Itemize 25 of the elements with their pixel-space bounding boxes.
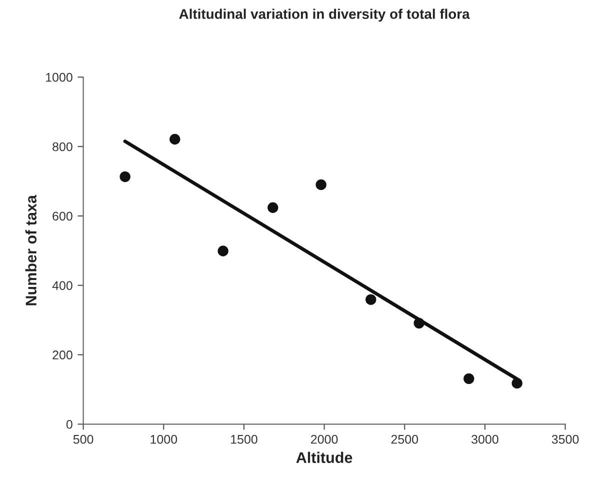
point xyxy=(170,134,180,145)
point xyxy=(414,318,424,329)
point xyxy=(366,294,376,305)
y-tick-label: 0 xyxy=(66,420,72,429)
x-tick-label: 3500 xyxy=(552,434,579,444)
x-tick-label: 500 xyxy=(73,434,94,444)
x-tick-label: 1500 xyxy=(231,434,258,444)
chart-title: Altitudinal variation in diversity of total flora xyxy=(179,8,470,22)
y-tick-label: 1000 xyxy=(46,72,72,82)
y-tick-label: 600 xyxy=(52,212,72,221)
point xyxy=(316,179,326,190)
point xyxy=(268,202,278,213)
point xyxy=(512,378,522,389)
x-tick-label: 2000 xyxy=(311,434,338,444)
x-axis-title: Altitude xyxy=(296,452,352,464)
y-axis-title: Number of taxa xyxy=(25,194,37,306)
point xyxy=(120,171,130,182)
x-tick-label: 2500 xyxy=(391,434,418,444)
y-tick-label: 200 xyxy=(52,350,72,360)
y-tick-label: 400 xyxy=(52,281,72,290)
x-tick-label: 1000 xyxy=(150,434,178,444)
point xyxy=(464,373,474,384)
y-tick-label: 800 xyxy=(52,142,72,152)
point xyxy=(218,246,228,256)
x-tick-label: 3000 xyxy=(472,434,498,444)
